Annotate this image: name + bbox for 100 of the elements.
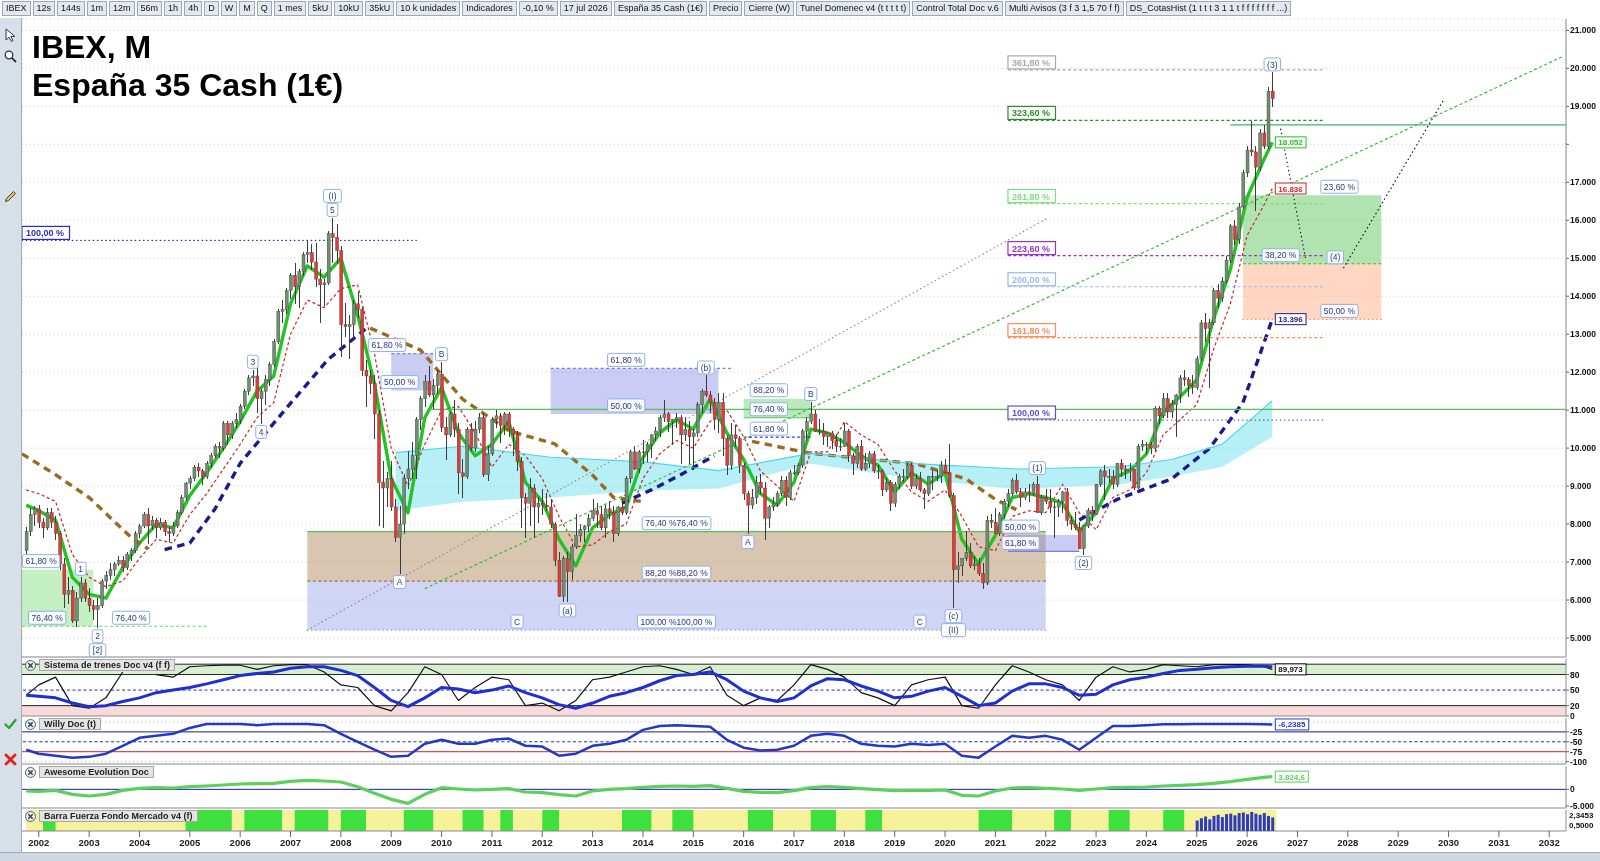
text: IBEX bbox=[2, 1, 31, 16]
x-tick-label: 2016 bbox=[733, 836, 755, 848]
annotation: 76,40 % bbox=[115, 612, 148, 623]
x-tick-label: 2013 bbox=[582, 836, 604, 848]
text: 0,5000 bbox=[1569, 821, 1594, 831]
x-tick-label: 2019 bbox=[884, 836, 906, 848]
y-tick-label: 15.000 bbox=[1570, 253, 1597, 264]
text: España 35 Cash (1€) bbox=[613, 1, 707, 16]
annotation: 50,00 % bbox=[1004, 521, 1037, 532]
annotation: B bbox=[438, 349, 445, 360]
x-tick-label: 2012 bbox=[531, 836, 553, 848]
annotation: 2 bbox=[95, 631, 101, 642]
y-tick-label: -5.000 bbox=[1570, 801, 1595, 812]
annotation: (I) bbox=[328, 190, 337, 201]
chart-title: IBEX, M bbox=[32, 29, 152, 65]
text: 1m bbox=[86, 1, 108, 16]
text: 10kU bbox=[334, 1, 364, 16]
annotation: B bbox=[807, 389, 814, 400]
annotation: 61,80 % bbox=[610, 354, 643, 365]
annotation: 3 bbox=[250, 356, 256, 367]
y-tick-label: -25 bbox=[1570, 726, 1583, 737]
x-tick-label: 2028 bbox=[1337, 836, 1359, 848]
annotation: 5 bbox=[330, 204, 336, 215]
y-tick-label: 14.000 bbox=[1570, 291, 1597, 302]
x-tick-label: 2027 bbox=[1286, 836, 1309, 848]
annotation: (b) bbox=[700, 362, 712, 373]
text: 1 mes bbox=[273, 1, 307, 16]
x-tick-label: 2022 bbox=[1035, 836, 1057, 848]
x-tick-label: 2032 bbox=[1538, 836, 1560, 848]
x-tick-label: 2029 bbox=[1387, 836, 1409, 848]
chart-title: Willy Doc (t) bbox=[39, 718, 101, 730]
y-tick-label: 0 bbox=[1570, 711, 1575, 722]
x-tick-label: 2007 bbox=[279, 836, 302, 848]
annotation: (c) bbox=[948, 611, 959, 622]
text: Q bbox=[256, 1, 272, 16]
y-tick-label: 0 bbox=[1570, 784, 1575, 795]
data-label: 18.052 bbox=[1278, 138, 1304, 148]
data-label: 16.836 bbox=[1278, 184, 1304, 194]
x-tick-label: 2030 bbox=[1437, 836, 1460, 848]
text: M bbox=[239, 1, 255, 16]
text: Indicadores bbox=[462, 1, 517, 16]
text: Multi Avisos (3 f 3 1,5 70 f f) bbox=[1004, 1, 1124, 16]
series-label: 100,00 % bbox=[26, 228, 65, 239]
y-tick-label: 20.000 bbox=[1570, 63, 1597, 74]
series-label: 100,00 % bbox=[1011, 408, 1051, 419]
annotation: (4) bbox=[1330, 252, 1341, 263]
x-tick-label: 2003 bbox=[78, 836, 100, 848]
x-tick-label: 2015 bbox=[682, 836, 705, 848]
annotation: 76,40 % bbox=[31, 612, 64, 623]
y-tick-label: 11.000 bbox=[1570, 405, 1596, 416]
x-tick-label: 2021 bbox=[984, 836, 1007, 848]
text: 5kU bbox=[308, 1, 333, 16]
y-tick-label: 8.000 bbox=[1570, 519, 1592, 530]
x-tick-label: 2014 bbox=[632, 836, 655, 848]
annotation: (II) bbox=[948, 625, 959, 636]
data-label: 3.824,6 bbox=[1278, 772, 1306, 782]
x-tick-label: 2023 bbox=[1085, 836, 1107, 848]
x-tick-label: 2025 bbox=[1186, 836, 1209, 848]
y-tick-label: -75 bbox=[1570, 746, 1583, 757]
series-label: 223,60 % bbox=[1011, 243, 1051, 254]
annotation: (2) bbox=[1078, 558, 1089, 569]
series-label: 361,80 % bbox=[1011, 57, 1051, 68]
annotation: (1) bbox=[1032, 463, 1043, 474]
x-tick-label: 2009 bbox=[380, 836, 402, 848]
y-tick-label: 13.000 bbox=[1570, 329, 1597, 340]
text: DS_CotasHist (1 t t t 3 1 1 t f f f f f f f ...) bbox=[1125, 1, 1292, 16]
y-tick-label: -100 bbox=[1570, 756, 1588, 767]
annotation: 23,60 % bbox=[1323, 181, 1356, 192]
x-tick-label: 2004 bbox=[128, 836, 151, 848]
annotation: 88,20 % bbox=[753, 385, 785, 396]
y-tick-label: 10.000 bbox=[1570, 443, 1597, 454]
text: Cierre (W) bbox=[744, 1, 794, 16]
x-tick-label: 2018 bbox=[833, 836, 855, 848]
text: -0,10 % bbox=[518, 1, 558, 16]
x-tick-label: 2031 bbox=[1488, 836, 1511, 848]
series-label: 323,60 % bbox=[1011, 108, 1051, 119]
data-label: 89,973 bbox=[1278, 665, 1304, 675]
text: 12s bbox=[32, 1, 56, 16]
annotation: 50,00 % bbox=[1323, 305, 1356, 316]
annotation: 50,00 % bbox=[384, 377, 416, 388]
x-tick-label: 2024 bbox=[1135, 836, 1158, 848]
data-label: -6,2385 bbox=[1278, 720, 1306, 730]
annotation: C bbox=[514, 616, 521, 627]
annotation: 61,80 % bbox=[753, 423, 785, 434]
text: 12m bbox=[109, 1, 135, 16]
x-tick-label: 2002 bbox=[28, 836, 50, 848]
x-tick-label: 2010 bbox=[430, 836, 453, 848]
y-tick-label: 7.000 bbox=[1570, 557, 1592, 568]
y-tick-label: 21.000 bbox=[1570, 25, 1597, 36]
x-tick-label: 2008 bbox=[330, 836, 352, 848]
text: Precio bbox=[708, 1, 743, 16]
text: 4h bbox=[184, 1, 203, 16]
annotation: (a) bbox=[562, 605, 573, 616]
annotation: 88,20 %88,20 % bbox=[645, 567, 709, 578]
chart-title: Awesome Evolution Doc bbox=[39, 766, 154, 778]
x-tick-label: 2006 bbox=[229, 836, 251, 848]
y-tick-label: 50 bbox=[1570, 685, 1580, 696]
text: W bbox=[220, 1, 238, 16]
series-label: 161,80 % bbox=[1011, 325, 1051, 336]
annotation: 76,40 % bbox=[753, 404, 785, 415]
